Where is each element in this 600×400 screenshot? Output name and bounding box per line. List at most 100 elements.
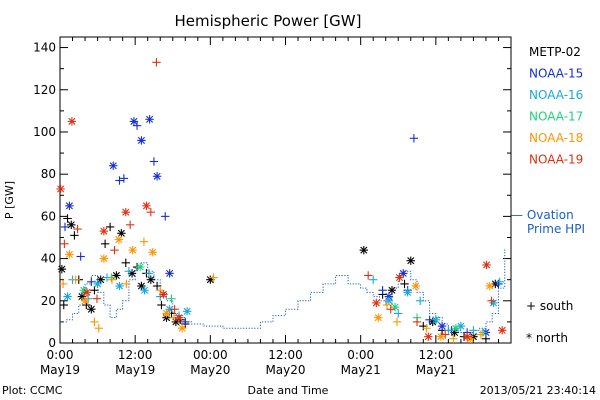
south-point — [121, 258, 130, 268]
south-point — [149, 157, 159, 166]
north-point — [403, 288, 412, 297]
north-point — [177, 324, 187, 333]
north-point — [159, 290, 168, 299]
legend-item-metp-02: METP-02 — [529, 45, 581, 59]
south-point — [412, 317, 422, 327]
north-point — [99, 254, 109, 263]
y-axis-label: P [GW] — [3, 181, 16, 219]
south-point — [146, 207, 156, 217]
south-point — [119, 174, 129, 183]
north-point — [65, 250, 74, 259]
north-point — [137, 281, 146, 291]
south-point — [409, 134, 419, 143]
south-point — [476, 330, 486, 339]
south-point — [209, 273, 218, 282]
x-tick-label: 12:00 — [419, 348, 454, 362]
north-point — [395, 273, 404, 282]
south-point — [71, 275, 80, 284]
north-point — [451, 324, 461, 333]
north-point — [67, 117, 77, 126]
south-point — [76, 252, 85, 261]
north-point — [121, 207, 130, 217]
south-point — [144, 269, 154, 278]
y-tick-label: 80 — [41, 167, 56, 181]
plot-frame — [59, 36, 512, 344]
x-tick-date-label: May21 — [416, 363, 456, 377]
south-point — [152, 58, 161, 67]
y-tick-label: 40 — [41, 252, 56, 266]
south-point — [469, 326, 478, 335]
south-point — [58, 279, 68, 289]
x-tick-label: 00:00 — [193, 348, 228, 362]
south-point — [107, 273, 116, 282]
series-noaa-17 — [79, 262, 488, 337]
x-tick-date-label: May19 — [115, 363, 155, 377]
north-point — [93, 279, 102, 289]
north-point — [56, 184, 65, 194]
y-tick-label: 60 — [41, 209, 56, 223]
south-point — [422, 324, 431, 333]
north-point — [399, 269, 408, 278]
y-tick-label: 20 — [41, 294, 56, 308]
south-point — [125, 220, 135, 230]
x-tick-date-label: May20 — [265, 363, 305, 377]
south-point — [181, 317, 190, 327]
north-point — [384, 296, 394, 305]
y-tick-label: 0 — [48, 336, 56, 350]
plot-axes: 0204060801001201400:00May1912:00May1900:… — [33, 36, 512, 377]
north-point — [424, 332, 433, 341]
ovation-layer — [60, 248, 506, 333]
series-noaa-15 — [60, 115, 503, 337]
south-point — [363, 271, 373, 280]
series-legend: METP-02 NOAA-15 NOAA-16 NOAA-17 NOAA-18 NOAA-… — [529, 45, 583, 167]
south-point — [449, 334, 458, 343]
south-point — [400, 279, 409, 289]
south-point — [107, 275, 117, 284]
north-point — [359, 245, 368, 255]
y-tick-label: 100 — [33, 125, 56, 139]
chart-title: Hemispheric Power [GW] — [175, 12, 362, 30]
south-point — [115, 176, 124, 185]
north-point — [431, 315, 441, 324]
legend-item-noaa-19: NOAA-19 — [529, 153, 583, 167]
marker-legend: + south * north — [526, 299, 573, 345]
south-point — [90, 317, 99, 327]
south-point — [90, 286, 99, 295]
south-point — [105, 222, 115, 232]
north-point — [82, 288, 92, 297]
north-point — [411, 281, 420, 291]
north-point — [485, 281, 494, 291]
north-point — [498, 326, 507, 335]
north-point — [372, 298, 381, 308]
x-tick-label: 12:00 — [268, 348, 303, 362]
south-point — [161, 212, 170, 221]
south-point — [386, 305, 395, 314]
north-point — [114, 235, 124, 244]
north-point — [152, 172, 162, 181]
legend-item-noaa-15: NOAA-15 — [529, 67, 583, 81]
x-tick-label: 0:00 — [347, 348, 374, 362]
south-point — [382, 300, 392, 310]
north-point — [115, 281, 124, 291]
x-axis-label: Date and Time — [248, 384, 329, 397]
south-point — [494, 279, 503, 289]
north-point — [436, 332, 446, 341]
north-point — [148, 248, 157, 257]
data-points — [56, 58, 507, 343]
series-noaa-16 — [63, 267, 504, 335]
north-point — [137, 136, 146, 145]
north-point — [390, 302, 400, 312]
north-point — [406, 256, 415, 265]
south-point — [59, 300, 68, 310]
south-point — [70, 231, 79, 240]
north-point — [109, 161, 118, 170]
north-point — [387, 286, 397, 295]
south-point — [87, 277, 96, 286]
legend-item-noaa-16: NOAA-16 — [529, 88, 583, 102]
south-point — [157, 300, 166, 310]
y-tick-label: 120 — [33, 83, 56, 97]
south-point — [156, 286, 165, 295]
north-point — [165, 269, 174, 278]
